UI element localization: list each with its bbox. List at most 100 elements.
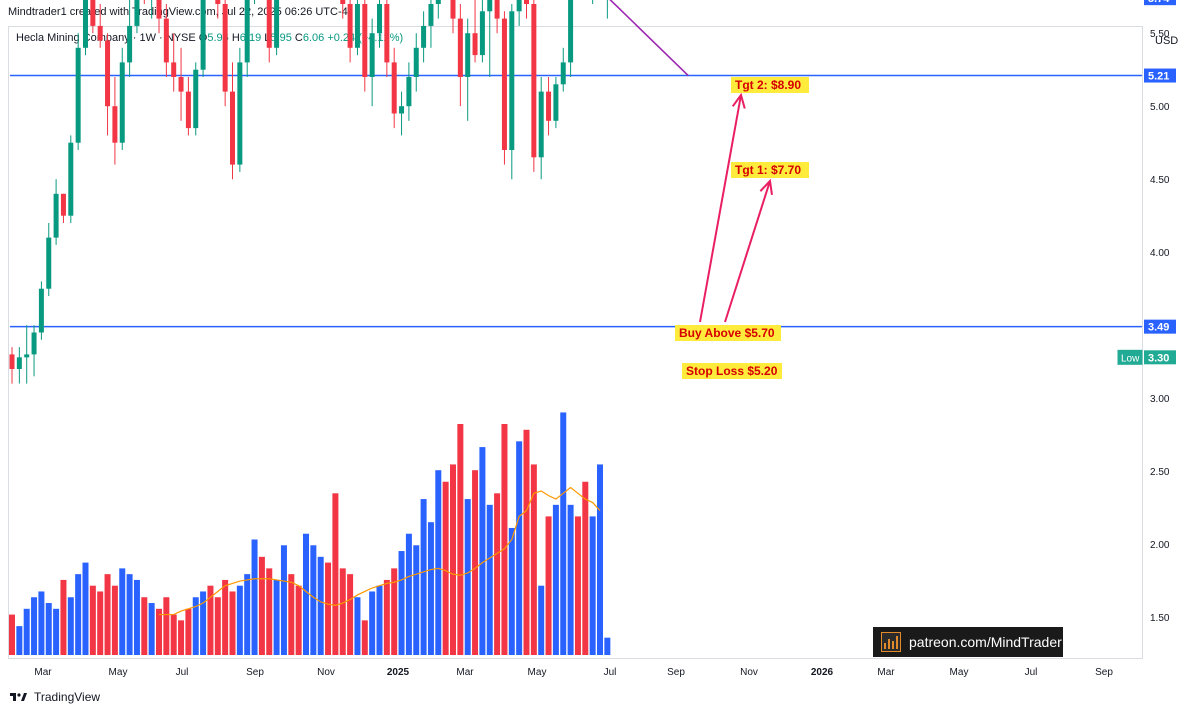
volume-bar	[567, 504, 574, 655]
volume-bar	[251, 539, 258, 655]
target-1-arrow[interactable]	[724, 180, 771, 323]
volume-bar	[435, 470, 442, 655]
volume-bar	[75, 574, 82, 655]
patreon-watermark: patreon.com/MindTrader	[873, 627, 1063, 657]
candle-body[interactable]	[369, 33, 375, 77]
candle-body[interactable]	[31, 332, 37, 355]
candle-body[interactable]	[450, 0, 456, 19]
candle-body[interactable]	[75, 47, 81, 143]
candle-body[interactable]	[156, 0, 162, 19]
candle-body[interactable]	[546, 91, 552, 121]
candle-body[interactable]	[46, 237, 52, 289]
candle-body[interactable]	[516, 0, 522, 12]
candle-body[interactable]	[354, 4, 360, 48]
tradingview-footer[interactable]: TradingView	[10, 690, 100, 704]
y-tick-label: 2.00	[1150, 540, 1170, 551]
price-label-bg[interactable]	[1144, 350, 1176, 365]
candle-body[interactable]	[560, 62, 566, 85]
candle-body[interactable]	[274, 0, 280, 48]
candle-body[interactable]	[53, 193, 59, 238]
x-tick-label: 2026	[811, 667, 834, 678]
volume-bar	[479, 447, 486, 655]
price-label-bg[interactable]	[1144, 68, 1176, 83]
volume-bar	[89, 585, 96, 655]
candle-body[interactable]	[230, 91, 235, 165]
candle-body[interactable]	[524, 0, 529, 4]
candle-body[interactable]	[127, 25, 133, 63]
volume-bar	[280, 545, 287, 655]
volume-bar	[38, 591, 45, 655]
volume-bar	[376, 585, 383, 655]
candle-body[interactable]	[68, 142, 74, 216]
candle-body[interactable]	[472, 33, 478, 56]
candle-body[interactable]	[413, 47, 419, 77]
volume-bar	[295, 585, 302, 655]
candle-body[interactable]	[193, 69, 199, 129]
candle-body[interactable]	[9, 354, 15, 369]
candle-body[interactable]	[377, 4, 382, 34]
candle-body[interactable]	[362, 4, 368, 77]
candle-body[interactable]	[119, 62, 125, 143]
candle-body[interactable]	[90, 0, 96, 26]
candle-body[interactable]	[237, 62, 243, 165]
volume-bar	[156, 608, 162, 655]
candle-body[interactable]	[487, 0, 493, 12]
candle-body[interactable]	[538, 91, 544, 158]
candle-body[interactable]	[16, 357, 22, 369]
candle-body[interactable]	[38, 288, 44, 333]
candle-body[interactable]	[200, 0, 206, 70]
candle-body[interactable]	[553, 84, 559, 121]
currency-label[interactable]: USD	[1155, 35, 1179, 47]
candle-body[interactable]	[24, 354, 30, 358]
volume-bar	[501, 424, 508, 655]
candle-body[interactable]	[406, 77, 412, 107]
candle-body[interactable]	[479, 11, 485, 56]
candle-body[interactable]	[185, 91, 191, 129]
candle-body[interactable]	[509, 11, 515, 150]
candle-body[interactable]	[340, 0, 346, 4]
candle-body[interactable]	[568, 0, 574, 63]
candle-body[interactable]	[421, 25, 427, 48]
candle-body[interactable]	[134, 0, 140, 26]
volume-bar	[163, 597, 170, 655]
volume-bar	[427, 522, 434, 655]
candle-body[interactable]	[171, 62, 177, 77]
volume-bar	[148, 603, 155, 655]
candle-body[interactable]	[83, 0, 88, 48]
candle-body[interactable]	[494, 0, 500, 19]
candle-body[interactable]	[347, 4, 353, 48]
candle-body[interactable]	[531, 4, 537, 158]
price-label-bg[interactable]	[1144, 319, 1176, 334]
volume-bar	[104, 574, 111, 655]
candle-body[interactable]	[501, 18, 507, 150]
candle-body[interactable]	[399, 106, 405, 114]
price-label-bg[interactable]	[1144, 0, 1176, 6]
volume-bar	[369, 591, 376, 655]
candle-body[interactable]	[178, 77, 184, 92]
y-tick-label: 3.00	[1150, 394, 1170, 405]
candle-body[interactable]	[97, 25, 103, 41]
candle-body[interactable]	[435, 0, 441, 4]
candle-body[interactable]	[215, 0, 221, 4]
candle-body[interactable]	[384, 4, 390, 63]
candle-body[interactable]	[428, 4, 434, 26]
target-2-arrow[interactable]	[699, 94, 742, 323]
candle-body[interactable]	[163, 18, 169, 63]
candle-body[interactable]	[391, 62, 397, 114]
candle-body[interactable]	[222, 4, 228, 92]
stop-annotation-bg	[682, 363, 782, 379]
candle-body[interactable]	[112, 106, 118, 143]
candle-body[interactable]	[60, 193, 66, 216]
candle-body[interactable]	[457, 18, 463, 78]
target-1-label-bg	[731, 162, 809, 178]
candle-body[interactable]	[244, 0, 250, 63]
x-tick-label: Sep	[246, 667, 264, 678]
volume-bar	[332, 493, 339, 655]
candle-body[interactable]	[465, 33, 471, 77]
volume-bar	[60, 579, 67, 655]
candle-body[interactable]	[266, 0, 272, 48]
y-tick-label: 4.50	[1150, 175, 1170, 186]
trendline[interactable]	[314, 0, 689, 77]
candle-body[interactable]	[105, 40, 111, 107]
